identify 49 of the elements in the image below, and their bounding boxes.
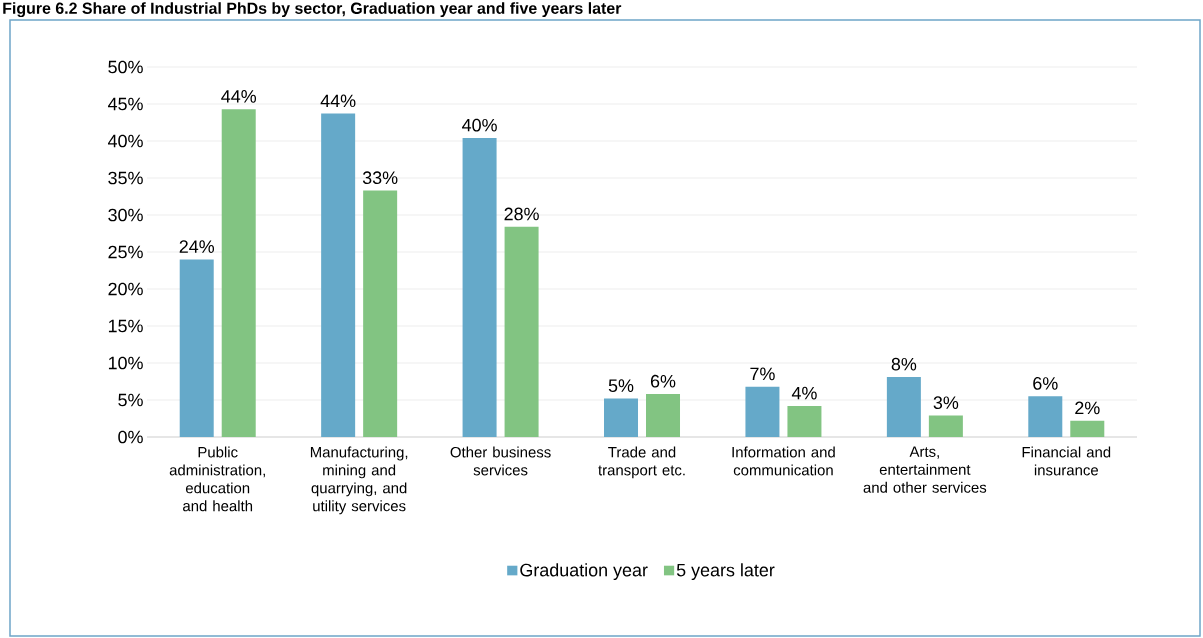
chart-title: Figure 6.2 Share of Industrial PhDs by sector, Graduation year and five years later (3, 2, 622, 18)
bar (504, 226, 539, 437)
y-tick-label: 50% (108, 60, 143, 74)
bar (363, 190, 398, 437)
y-tick-label: 15% (108, 319, 143, 333)
x-tick-label: Financial and insurance (1022, 446, 1111, 476)
bar (886, 377, 921, 437)
data-label: 7% (750, 367, 775, 381)
bar (221, 109, 256, 437)
y-tick-label: 5% (118, 393, 143, 407)
y-tick-label: 40% (108, 134, 143, 148)
legend-label: Graduation year (520, 563, 648, 580)
bar (179, 259, 214, 437)
y-tick-label: 45% (108, 97, 143, 111)
x-tick-label: Public administration, education and health (169, 446, 265, 512)
data-label: 6% (650, 374, 676, 388)
y-tick-label: 0% (118, 430, 143, 444)
data-label: 40% (462, 118, 497, 132)
legend-label: 5 years later (676, 563, 775, 580)
bar (745, 386, 780, 437)
data-label: 44% (221, 90, 257, 103)
data-label: 28% (504, 207, 539, 221)
data-label: 4% (791, 386, 817, 400)
y-tick-label: 10% (108, 356, 143, 370)
bar (462, 138, 497, 437)
data-label: 3% (933, 396, 959, 410)
x-tick-label: Arts, entertainment and other services (863, 446, 987, 493)
data-label: 33% (362, 171, 398, 185)
data-label: 24% (179, 240, 215, 253)
bar (1070, 420, 1105, 437)
y-tick-label: 20% (108, 282, 143, 296)
bar (321, 113, 356, 437)
x-tick-label: Other business services (450, 446, 551, 476)
bar (928, 415, 963, 437)
bar (646, 394, 681, 437)
x-tick-label: Information and communication (732, 446, 835, 476)
x-tick-label: Trade and transport etc. (598, 446, 685, 479)
data-label: 6% (1033, 377, 1058, 390)
y-tick-label: 30% (108, 208, 143, 222)
data-label: 44% (320, 94, 356, 108)
data-label: 2% (1075, 401, 1100, 415)
data-label: 5% (608, 379, 634, 392)
bar (787, 405, 822, 437)
data-label: 8% (891, 357, 917, 371)
bar (604, 398, 639, 437)
y-tick-label: 35% (108, 171, 143, 185)
bar (1028, 396, 1063, 437)
y-tick-label: 25% (108, 245, 143, 259)
x-tick-label: Manufacturing, mining and quarrying, and utility services (310, 446, 408, 515)
